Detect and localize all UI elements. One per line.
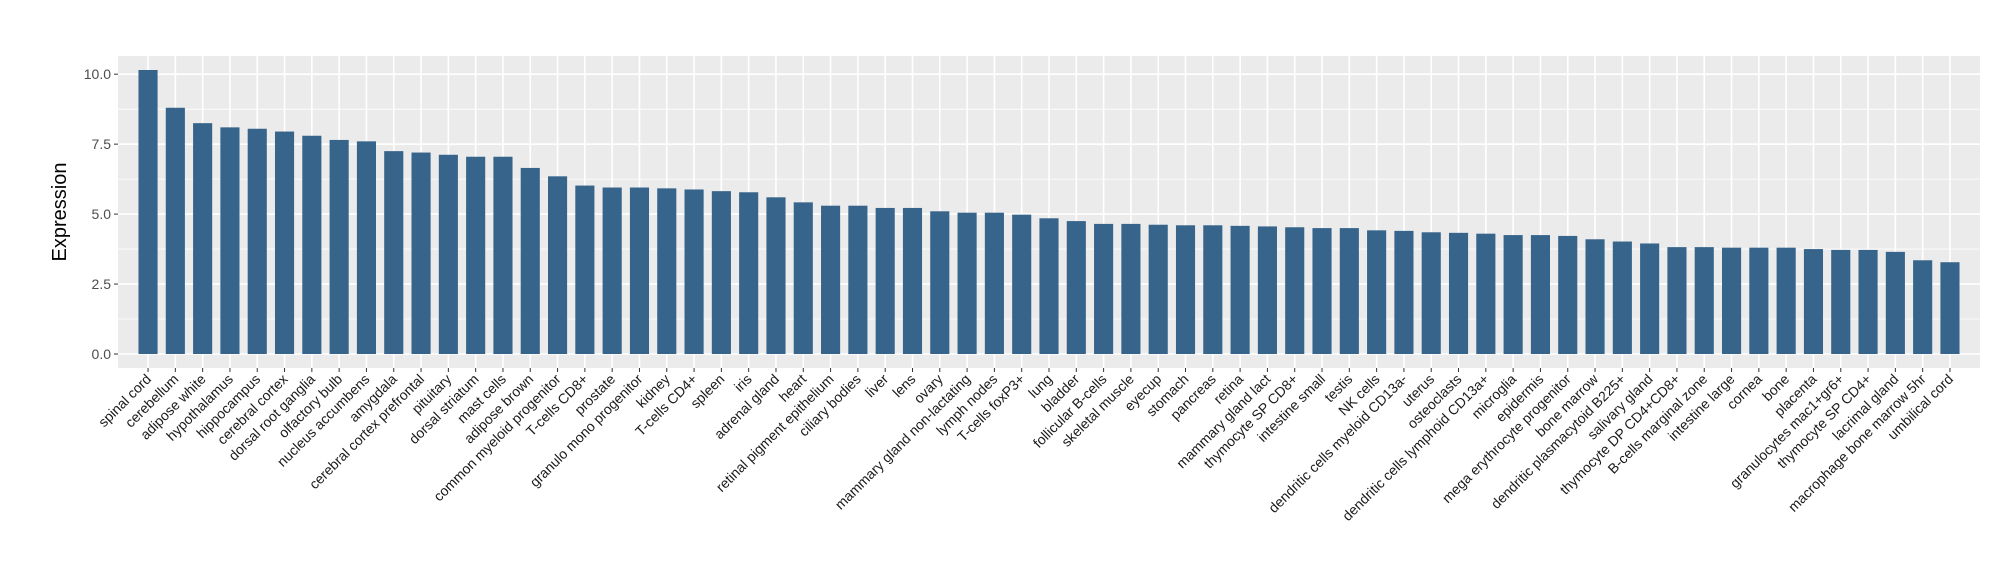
bars — [138, 69, 1960, 355]
bar — [1257, 226, 1277, 355]
bar — [1885, 251, 1905, 355]
bar — [247, 128, 267, 355]
bar — [1858, 249, 1878, 355]
bar — [984, 212, 1004, 355]
bar — [848, 205, 868, 355]
bar — [1094, 223, 1114, 355]
bar — [1667, 247, 1687, 355]
bar — [1230, 225, 1250, 355]
bar — [957, 212, 977, 355]
bar — [548, 176, 568, 355]
bar — [520, 167, 540, 355]
bar — [1121, 223, 1141, 355]
bar — [1503, 235, 1523, 355]
bar — [1476, 233, 1496, 355]
bar — [1612, 241, 1632, 355]
bar — [220, 127, 240, 355]
bar — [821, 205, 841, 355]
bar — [1012, 214, 1032, 355]
bar — [1585, 239, 1605, 355]
bar — [1394, 230, 1414, 355]
bar — [1285, 227, 1305, 355]
bar — [684, 189, 704, 355]
bar — [165, 107, 185, 355]
bar — [1421, 232, 1441, 355]
bar — [1339, 228, 1359, 355]
bar — [493, 156, 513, 355]
bar — [1530, 235, 1550, 355]
bar — [1367, 230, 1387, 355]
bar — [1776, 247, 1796, 355]
bar — [1640, 243, 1660, 355]
bar — [1694, 247, 1714, 355]
bar — [1803, 249, 1824, 355]
bar — [384, 151, 404, 355]
bar — [902, 207, 923, 355]
bar — [1066, 221, 1086, 355]
bar — [302, 135, 322, 355]
bar — [711, 191, 731, 355]
bar — [1940, 262, 1960, 355]
bar — [138, 69, 158, 355]
bar — [329, 139, 349, 355]
bar — [193, 123, 213, 355]
bar — [766, 197, 786, 355]
bar — [274, 131, 295, 355]
bar — [739, 192, 759, 355]
y-tick-label: 2.5 — [92, 276, 112, 292]
bar — [1203, 225, 1223, 355]
bar — [875, 207, 895, 355]
y-tick-label: 0.0 — [92, 346, 112, 362]
y-axis: 0.0 2.5 5.0 7.5 10.0 — [84, 66, 118, 362]
bar — [629, 187, 650, 355]
bar — [1312, 228, 1332, 355]
bar — [1148, 224, 1168, 355]
bar — [657, 188, 677, 355]
bar — [1831, 249, 1851, 355]
y-tick-label: 10.0 — [84, 66, 111, 82]
bar — [575, 185, 595, 355]
bar — [356, 141, 377, 355]
bar — [1039, 218, 1059, 355]
bar — [602, 187, 622, 355]
bar — [1175, 225, 1196, 355]
bar — [411, 152, 431, 355]
y-axis-title: Expression — [49, 163, 71, 262]
y-tick-label: 5.0 — [92, 206, 112, 222]
bar — [930, 211, 950, 355]
bar — [793, 202, 813, 355]
x-tick-label: liver — [862, 371, 892, 401]
bar — [1448, 232, 1469, 355]
bar — [1721, 247, 1742, 355]
bar — [1558, 235, 1578, 355]
bar — [1913, 260, 1933, 355]
y-tick-label: 7.5 — [92, 136, 112, 152]
bar — [466, 156, 486, 355]
bar — [1749, 247, 1769, 355]
bar — [438, 154, 458, 355]
